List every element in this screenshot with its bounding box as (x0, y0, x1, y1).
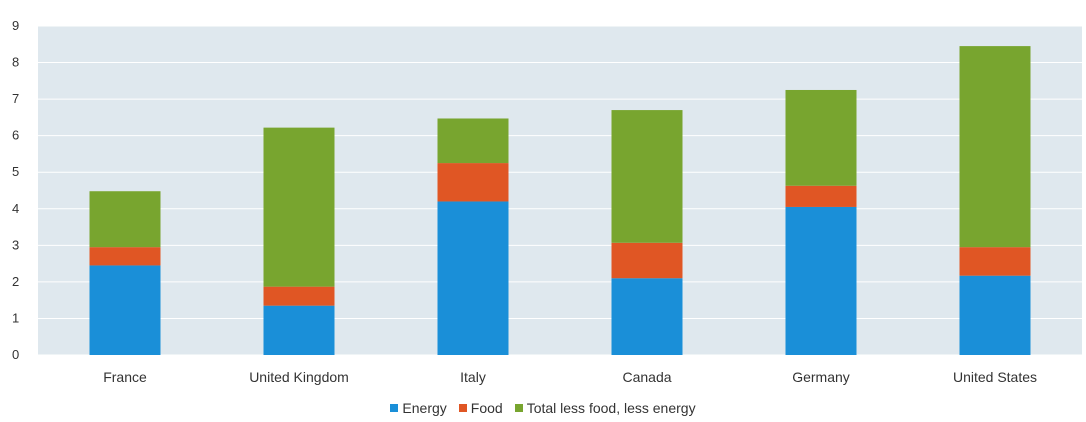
bar-segment (611, 278, 683, 355)
y-axis: 0 1 2 3 4 5 6 7 8 9 (12, 18, 19, 362)
bar-segment (785, 89, 857, 186)
legend-item: Energy (390, 400, 447, 416)
bar-segment (263, 305, 335, 355)
bar-segment (611, 242, 683, 279)
y-tick-label: 6 (12, 128, 19, 143)
legend-item: Total less food, less energy (514, 400, 696, 416)
bar-segment (437, 163, 509, 202)
legend-swatch (458, 404, 467, 413)
legend-label: Energy (402, 400, 447, 416)
x-tick-label: United Kingdom (249, 369, 349, 385)
chart: 0 1 2 3 4 5 6 7 8 9 France United Kingdom Italy Cana… (12, 18, 1082, 385)
bars (89, 46, 1031, 355)
legend-label: Food (470, 400, 503, 416)
y-tick-label: 8 (12, 55, 19, 70)
bar-segment (263, 127, 335, 287)
bar-segment (263, 286, 335, 306)
x-axis: France United Kingdom Italy Canada Germany Un… (103, 369, 1037, 385)
bar-segment (785, 206, 857, 355)
gridlines (38, 25, 1082, 356)
bar-segment (785, 185, 857, 207)
legend-item: Food (458, 400, 503, 416)
y-tick-label: 1 (12, 310, 19, 325)
bar-segment (959, 275, 1031, 355)
x-tick-label: Italy (460, 369, 486, 385)
legend-swatch (390, 404, 399, 413)
bar-segment (89, 191, 161, 248)
bar-segment (959, 247, 1031, 276)
plot-area (38, 26, 1082, 355)
y-tick-label: 9 (12, 18, 19, 33)
legend-swatch (514, 404, 523, 413)
y-tick-label: 5 (12, 164, 19, 179)
x-tick-label: France (103, 369, 147, 385)
y-tick-label: 2 (12, 274, 19, 289)
bar-segment (437, 118, 509, 164)
x-tick-label: Germany (792, 369, 850, 385)
bar-segment (959, 46, 1031, 248)
bar-segment (89, 265, 161, 355)
legend-label: Total less food, less energy (526, 400, 696, 416)
y-tick-label: 0 (12, 347, 19, 362)
y-tick-label: 4 (12, 201, 19, 216)
bar-segment (611, 110, 683, 243)
x-tick-label: United States (953, 369, 1037, 385)
x-tick-label: Canada (622, 369, 671, 385)
bar-segment (89, 247, 161, 266)
y-tick-label: 3 (12, 237, 19, 252)
legend: Energy Food Total less food, less energy (0, 400, 1086, 416)
y-tick-label: 7 (12, 91, 19, 106)
bar-segment (437, 201, 509, 355)
